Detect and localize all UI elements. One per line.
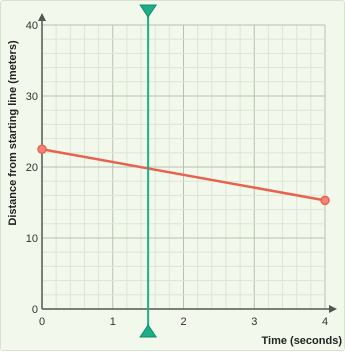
- x-axis-label: Time (seconds): [262, 335, 343, 347]
- y-tick-label: 30: [26, 91, 38, 103]
- series: [37, 144, 330, 206]
- y-axis-arrow-icon: [38, 13, 46, 21]
- data-point[interactable]: [320, 195, 330, 206]
- y-tick-label: 0: [32, 304, 38, 316]
- x-tick-label: 1: [110, 316, 116, 328]
- marker-handle-top-icon[interactable]: [139, 4, 158, 18]
- x-tick-label: 2: [180, 316, 186, 328]
- grid: [41, 24, 326, 310]
- x-axis-arrow-icon: [329, 305, 337, 313]
- x-tick-label: 0: [39, 316, 45, 328]
- data-point[interactable]: [37, 144, 47, 154]
- y-tick-label: 10: [26, 233, 38, 245]
- y-axis-label: Distance from starting line (meters): [7, 40, 19, 226]
- marker-handle-bottom-icon[interactable]: [139, 324, 158, 338]
- x-tick-label: 3: [251, 316, 257, 328]
- y-tick-label: 20: [26, 162, 38, 174]
- y-tick-label: 40: [26, 20, 38, 32]
- axes: [38, 13, 337, 313]
- series-line: [40, 148, 327, 202]
- vertical-marker[interactable]: [139, 4, 158, 338]
- x-tick-label: 4: [322, 316, 328, 328]
